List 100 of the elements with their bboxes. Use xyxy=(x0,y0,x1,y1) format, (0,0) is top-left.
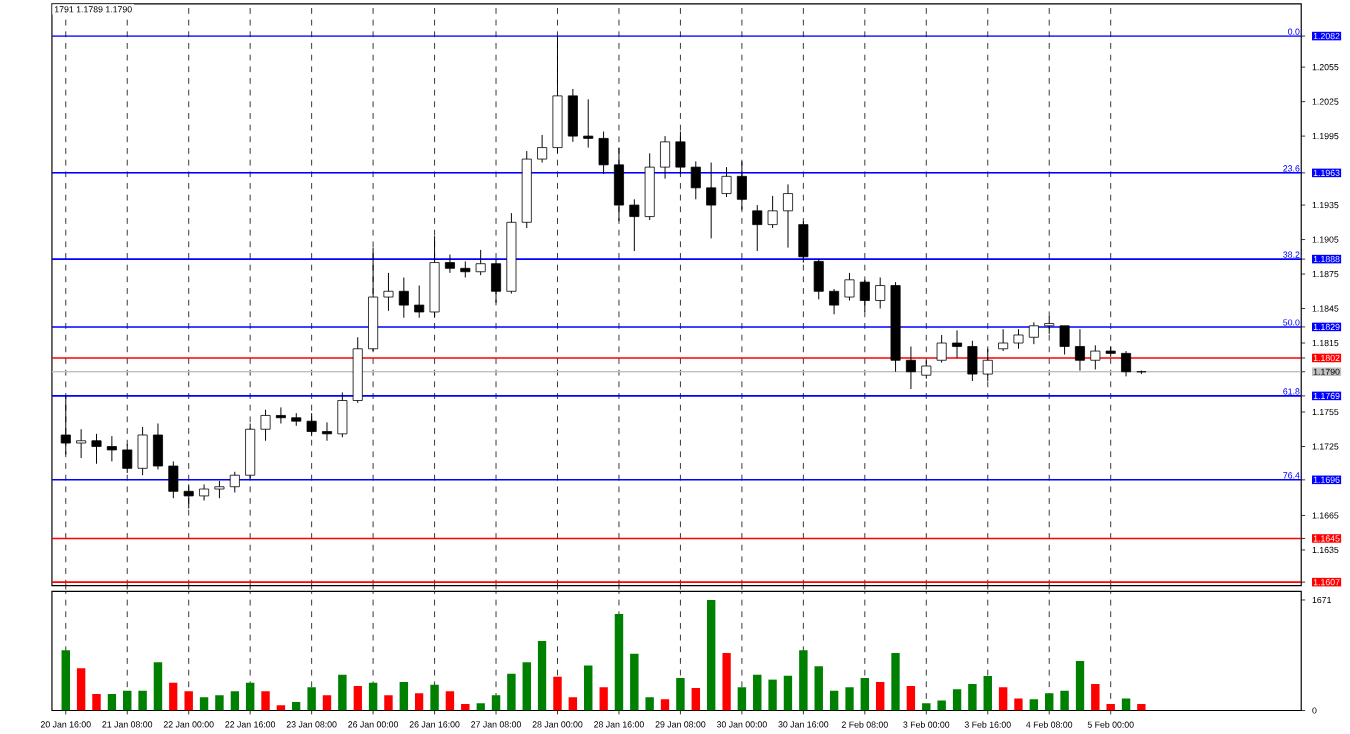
candlestick xyxy=(998,328,1009,352)
candlestick xyxy=(952,329,963,359)
x-tick-label: 20 Jan 16:00 xyxy=(40,721,91,728)
bar xyxy=(92,693,101,711)
bar xyxy=(414,693,424,711)
candlestick xyxy=(905,345,916,390)
bar xyxy=(630,653,639,711)
candlestick xyxy=(537,134,548,163)
bar xyxy=(983,676,992,711)
bar xyxy=(215,695,224,711)
candlestick xyxy=(60,395,71,455)
candlestick xyxy=(752,204,763,252)
candlestick xyxy=(475,249,486,276)
candlestick xyxy=(767,195,778,229)
x-tick-label: 30 Jan 16:00 xyxy=(778,721,829,728)
y-tick-label: 1.1829 xyxy=(1313,323,1340,330)
candlestick xyxy=(398,276,409,319)
bar xyxy=(845,687,854,711)
y-tick-label: 1.1963 xyxy=(1313,169,1340,176)
candlestick xyxy=(183,483,194,509)
bar xyxy=(706,599,716,711)
candlestick xyxy=(76,428,87,459)
y-tick-label: 1.1607 xyxy=(1313,578,1340,586)
annotation: 61.8 xyxy=(1283,388,1300,395)
bar xyxy=(584,665,593,711)
bar xyxy=(1075,660,1085,711)
y-tick-label: 1.2055 xyxy=(1312,63,1339,71)
bar xyxy=(753,674,762,711)
x-tick-label: 4 Feb 08:00 xyxy=(1026,721,1073,728)
x-tick-label: 3 Feb 00:00 xyxy=(903,721,950,728)
y-tick-label: 1.2082 xyxy=(1313,32,1340,40)
bar xyxy=(230,691,240,711)
annotation: 76.4 xyxy=(1283,472,1300,479)
x-tick-label: 26 Jan 16:00 xyxy=(409,721,460,728)
candlestick xyxy=(306,412,317,437)
bar xyxy=(768,679,777,711)
candlestick xyxy=(721,166,732,198)
bar xyxy=(568,697,578,711)
candlestick xyxy=(260,409,271,442)
candlestick xyxy=(383,272,394,312)
bar xyxy=(906,685,916,711)
x-tick-label: 3 Feb 16:00 xyxy=(964,721,1011,728)
candlestick xyxy=(782,183,793,248)
y-tick-label: 1.1845 xyxy=(1312,305,1339,312)
bar xyxy=(537,640,547,711)
bar xyxy=(952,689,962,711)
y-tick-label: 1.1815 xyxy=(1312,339,1339,347)
bar xyxy=(1045,693,1054,711)
y-tick-label: 1.1635 xyxy=(1312,546,1339,553)
bar xyxy=(1029,699,1039,711)
y-tick-label: 1.1755 xyxy=(1312,408,1339,415)
bar xyxy=(153,662,163,711)
bar xyxy=(645,697,654,711)
bar xyxy=(799,650,808,711)
bar xyxy=(184,691,193,711)
bar xyxy=(691,687,701,711)
candlestick xyxy=(1074,328,1085,372)
bar xyxy=(891,652,900,711)
candlestick xyxy=(844,272,855,301)
bar xyxy=(138,690,147,711)
candlestick xyxy=(736,160,747,211)
bar xyxy=(384,695,393,711)
candlestick xyxy=(1059,325,1070,355)
bar xyxy=(922,703,931,711)
y-tick-label: 0 xyxy=(1312,707,1317,714)
bar xyxy=(322,695,332,711)
x-tick-label: 22 Jan 00:00 xyxy=(163,721,214,728)
candlestick xyxy=(583,98,594,148)
x-tick-label: 28 Jan 16:00 xyxy=(594,721,644,728)
bar xyxy=(1060,690,1069,711)
x-tick-label: 21 Jan 08:00 xyxy=(102,721,153,728)
bar xyxy=(660,699,670,711)
bar xyxy=(875,681,885,711)
y-tick-label: 1.2025 xyxy=(1312,98,1339,105)
annotation: 1791 1.1789 1.1790 xyxy=(54,6,132,13)
bar xyxy=(614,613,624,711)
y-tick-label: 1.1905 xyxy=(1312,236,1339,243)
candlestick xyxy=(1090,344,1101,370)
x-tick-label: 30 Jan 00:00 xyxy=(716,721,767,728)
candlestick xyxy=(706,161,717,239)
candlestick xyxy=(199,483,210,501)
candlestick xyxy=(275,406,286,424)
bar xyxy=(368,682,378,711)
bar xyxy=(169,682,178,711)
bar xyxy=(783,675,793,711)
x-tick-label: 27 Jan 08:00 xyxy=(471,721,521,728)
y-tick-label: 1.1995 xyxy=(1312,132,1339,140)
bar xyxy=(199,697,209,711)
bar xyxy=(676,678,685,711)
bar xyxy=(829,690,839,711)
candlestick xyxy=(829,288,840,315)
candlestick xyxy=(859,279,870,313)
candlestick xyxy=(1028,321,1039,345)
bar xyxy=(461,703,470,711)
bar xyxy=(599,687,608,711)
y-tick-label: 1671 xyxy=(1312,596,1332,603)
annotation: 0.0 xyxy=(1288,28,1300,35)
candlestick xyxy=(414,284,425,319)
bar xyxy=(937,700,946,711)
bar xyxy=(968,683,977,711)
